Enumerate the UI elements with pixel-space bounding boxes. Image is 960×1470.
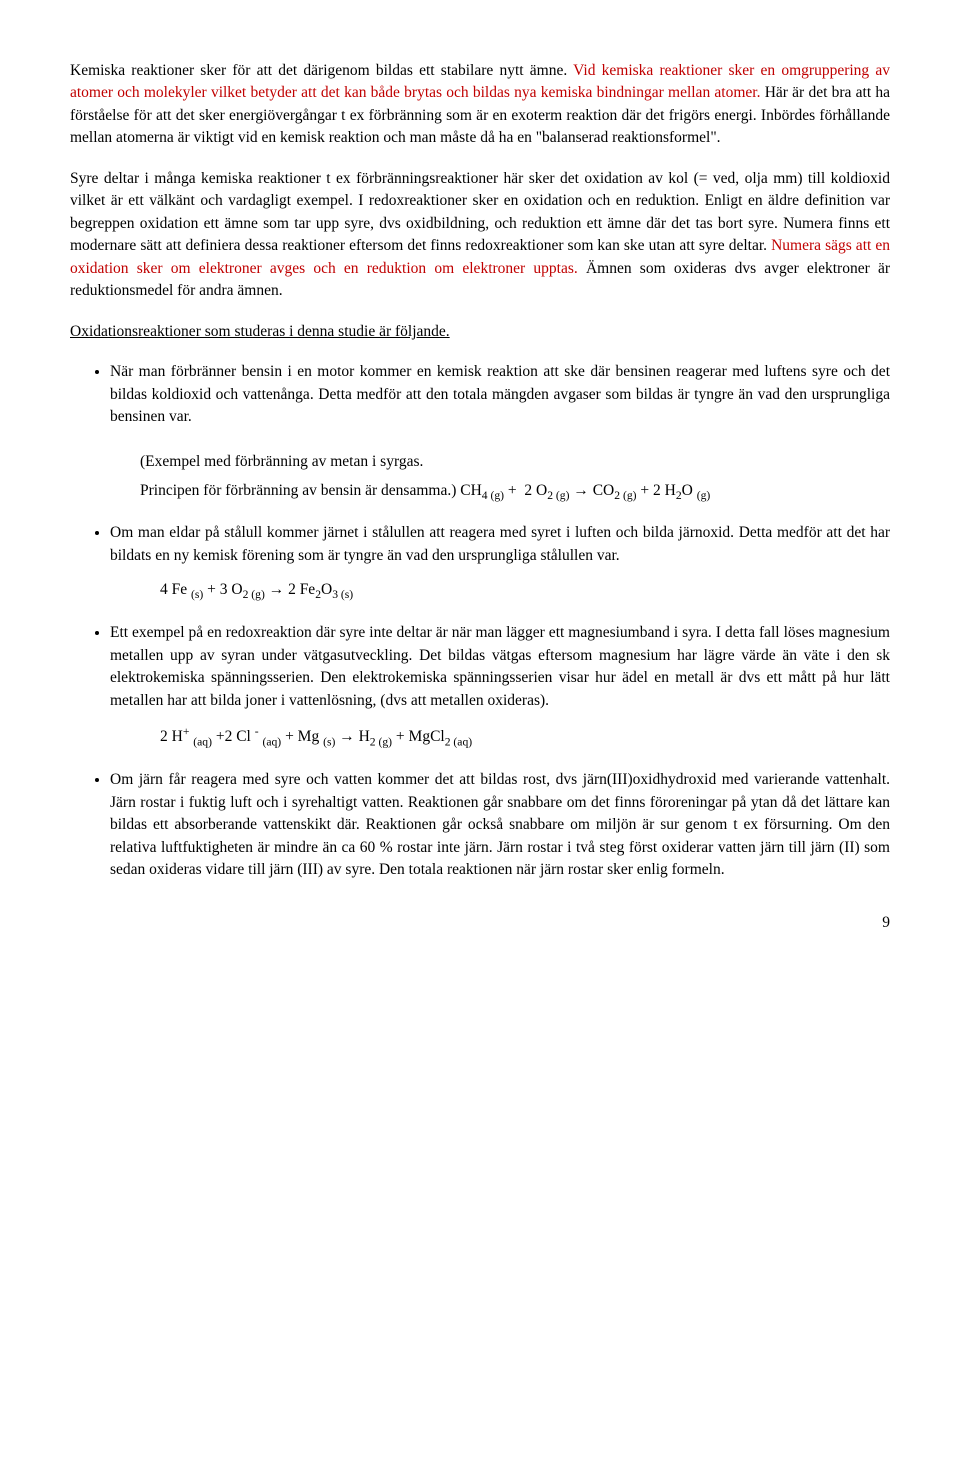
section-heading: Oxidationsreaktioner som studeras i denn… bbox=[70, 321, 890, 343]
list-item: När man förbränner bensin i en motor kom… bbox=[110, 361, 890, 504]
bullet2-text: Om man eldar på stålull kommer järnet i … bbox=[110, 522, 890, 567]
bullet-list: När man förbränner bensin i en motor kom… bbox=[70, 361, 890, 881]
formula-magnesium: 2 H+ (aq) +2 Cl - (aq) + Mg (s) → H2 (g)… bbox=[160, 724, 890, 751]
example1-line1: (Exempel med förbränning av metan i syrg… bbox=[140, 451, 890, 473]
page-number: 9 bbox=[70, 912, 890, 934]
paragraph-2: Syre deltar i många kemiska reaktioner t… bbox=[70, 168, 890, 303]
example1-line2-text: Principen för förbränning av bensin är d… bbox=[140, 482, 460, 499]
list-item: Ett exempel på en redoxreaktion där syre… bbox=[110, 622, 890, 751]
para2-text1: Syre deltar i många kemiska reaktioner t… bbox=[70, 170, 890, 254]
paragraph-1: Kemiska reaktioner sker för att det däri… bbox=[70, 60, 890, 150]
bullet4-text: Om järn får reagera med syre och vatten … bbox=[110, 769, 890, 881]
formula-iron-oxide: 4 Fe (s) + 3 O2 (g) → 2 Fe2O3 (s) bbox=[160, 579, 890, 604]
bullet3-text: Ett exempel på en redoxreaktion där syre… bbox=[110, 622, 890, 712]
para1-text1: Kemiska reaktioner sker för att det däri… bbox=[70, 62, 573, 79]
list-item: Om man eldar på stålull kommer järnet i … bbox=[110, 522, 890, 604]
example1-line2: Principen för förbränning av bensin är d… bbox=[140, 480, 890, 505]
bullet1-text: När man förbränner bensin i en motor kom… bbox=[110, 361, 890, 428]
list-item: Om järn får reagera med syre och vatten … bbox=[110, 769, 890, 881]
